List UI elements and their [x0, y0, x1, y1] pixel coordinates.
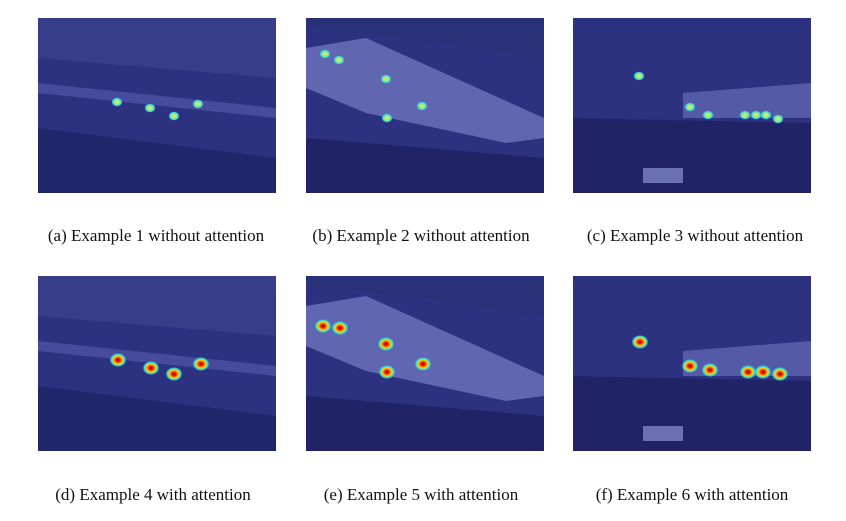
- heatmap-image: [38, 276, 276, 451]
- scene-region: [573, 376, 811, 451]
- attention-blob: [754, 365, 772, 379]
- figure-panel: (b) Example 2 without attention: [306, 18, 544, 245]
- scene-region: [38, 83, 276, 118]
- attention-blob: [192, 99, 204, 109]
- figure-caption: (a) Example 1 without attention: [48, 226, 265, 245]
- attention-blob: [380, 74, 392, 84]
- attention-blob: [319, 49, 331, 59]
- attention-blob: [760, 110, 772, 120]
- attention-blob: [414, 357, 432, 371]
- scene-region: [38, 18, 276, 78]
- attention-blob: [192, 357, 210, 371]
- figure-panel: (d) Example 4 with attention: [38, 276, 276, 504]
- attention-blob: [416, 101, 428, 111]
- heatmap-image: [573, 276, 811, 451]
- scene-region: [38, 386, 276, 451]
- figure-caption: (f) Example 6 with attention: [596, 485, 789, 504]
- attention-blob: [144, 103, 156, 113]
- figure-panel: (a) Example 1 without attention: [38, 18, 276, 245]
- attention-blob: [684, 102, 696, 112]
- figure-caption: (d) Example 4 with attention: [55, 485, 251, 504]
- attention-blob: [331, 321, 349, 335]
- attention-blob: [378, 365, 396, 379]
- scene-region: [306, 296, 544, 401]
- attention-blob: [739, 365, 757, 379]
- attention-blob: [681, 359, 699, 373]
- figure-caption: (e) Example 5 with attention: [324, 485, 519, 504]
- scene-region: [306, 276, 544, 316]
- figure-panel: (c) Example 3 without attention: [573, 18, 811, 245]
- attention-blob: [739, 110, 751, 120]
- attention-blob: [165, 367, 183, 381]
- scene-region: [38, 341, 276, 376]
- attention-blob: [771, 367, 789, 381]
- scene-region: [306, 38, 544, 143]
- attention-blob: [377, 337, 395, 351]
- scene-region: [306, 138, 544, 193]
- attention-blob: [381, 113, 393, 123]
- attention-blob: [701, 363, 719, 377]
- attention-blob: [314, 319, 332, 333]
- heatmap-image: [306, 276, 544, 451]
- attention-blob: [168, 111, 180, 121]
- heatmap-image: [306, 18, 544, 193]
- attention-blob: [631, 335, 649, 349]
- attention-blob: [750, 110, 762, 120]
- scene-region: [38, 276, 276, 336]
- figure-panel: (f) Example 6 with attention: [573, 276, 811, 504]
- heatmap-image: [573, 18, 811, 193]
- scene-region: [683, 83, 811, 118]
- heatmap-image: [38, 18, 276, 193]
- figure-caption: (b) Example 2 without attention: [312, 226, 530, 245]
- scene-region: [306, 18, 544, 58]
- scene-region: [573, 118, 811, 193]
- attention-blob: [142, 361, 160, 375]
- scene-region: [643, 426, 683, 441]
- scene-region: [306, 396, 544, 451]
- attention-blob: [111, 97, 123, 107]
- attention-blob: [772, 114, 784, 124]
- scene-region: [643, 168, 683, 183]
- attention-blob: [109, 353, 127, 367]
- figure-panel: (e) Example 5 with attention: [306, 276, 544, 504]
- scene-region: [38, 128, 276, 193]
- attention-blob: [633, 71, 645, 81]
- attention-blob: [702, 110, 714, 120]
- figure-caption: (c) Example 3 without attention: [587, 226, 804, 245]
- panels: (a) Example 1 without attention (b) Examp…: [38, 18, 811, 504]
- attention-blob: [333, 55, 345, 65]
